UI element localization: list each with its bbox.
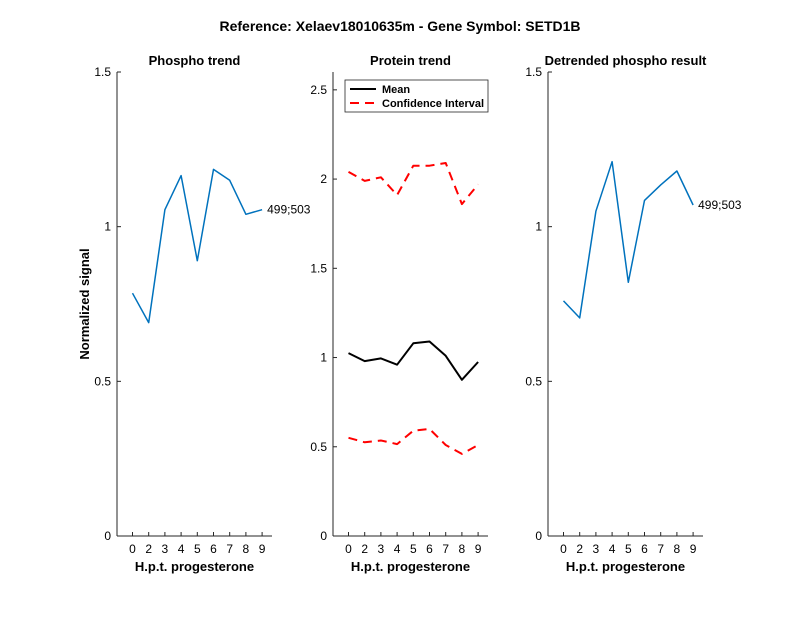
y-tick-label: 1.5	[94, 65, 111, 79]
x-tick-label: 0	[345, 542, 352, 556]
x-tick-label: 4	[394, 542, 401, 556]
x-tick-label: 7	[657, 542, 664, 556]
y-tick-label: 2	[320, 172, 327, 186]
panel-title: Protein trend	[370, 53, 451, 68]
y-tick-label: 1.5	[525, 65, 542, 79]
x-tick-label: 6	[210, 542, 217, 556]
series-line-0	[131, 168, 263, 324]
y-tick-label: 0	[320, 529, 327, 543]
y-tick-label: 1	[320, 351, 327, 365]
x-tick-label: 4	[609, 542, 616, 556]
x-tick-label: 9	[690, 542, 697, 556]
y-tick-label: 0.5	[94, 374, 111, 388]
panel-title: Phospho trend	[149, 53, 241, 68]
y-tick-label: 0	[535, 529, 542, 543]
y-tick-label: 1	[535, 220, 542, 234]
x-tick-label: 5	[625, 542, 632, 556]
x-tick-label: 3	[162, 542, 169, 556]
y-tick-label: 0.5	[310, 440, 327, 454]
legend-box	[344, 79, 489, 113]
x-tick-label: 6	[426, 542, 433, 556]
series-line-0	[562, 160, 694, 319]
y-tick-label: 1	[104, 220, 111, 234]
x-axis-label: H.p.t. progesterone	[566, 559, 685, 574]
legend-label: Mean	[382, 84, 410, 96]
series-end-label: 499;503	[267, 203, 311, 217]
x-tick-label: 8	[243, 542, 250, 556]
x-tick-label: 5	[194, 542, 201, 556]
series-line-mean	[348, 340, 479, 381]
series-end-label: 499;503	[698, 198, 742, 212]
x-tick-label: 4	[178, 542, 185, 556]
y-tick-label: 0.5	[525, 374, 542, 388]
y-axis-label: Normalized signal	[77, 248, 92, 359]
x-tick-label: 0	[560, 542, 567, 556]
x-tick-label: 8	[674, 542, 681, 556]
x-tick-label: 3	[593, 542, 600, 556]
x-tick-label: 2	[576, 542, 583, 556]
x-tick-label: 7	[226, 542, 233, 556]
x-tick-label: 8	[459, 542, 466, 556]
x-axis-label: H.p.t. progesterone	[351, 559, 470, 574]
x-tick-label: 7	[442, 542, 449, 556]
x-axis-label: H.p.t. progesterone	[135, 559, 254, 574]
x-tick-label: 9	[475, 542, 482, 556]
x-tick-label: 3	[378, 542, 385, 556]
figure-title: Reference: Xelaev18010635m - Gene Symbol…	[219, 18, 580, 34]
y-tick-label: 0	[104, 529, 111, 543]
y-tick-label: 2.5	[310, 83, 327, 97]
x-tick-label: 2	[145, 542, 152, 556]
legend-label: Confidence Interval	[382, 98, 484, 110]
panel-title: Detrended phospho result	[545, 53, 707, 68]
x-tick-label: 2	[361, 542, 368, 556]
x-tick-label: 6	[641, 542, 648, 556]
series-line-confidence-interval	[348, 162, 479, 206]
x-tick-label: 5	[410, 542, 417, 556]
y-tick-label: 1.5	[310, 261, 327, 275]
series-line-2	[348, 427, 479, 455]
x-tick-label: 9	[259, 542, 266, 556]
x-tick-label: 0	[129, 542, 136, 556]
